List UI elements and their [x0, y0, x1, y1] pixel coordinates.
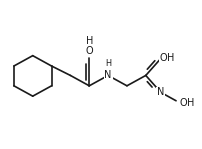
Text: N: N	[156, 87, 164, 97]
Text: O: O	[159, 53, 167, 63]
Text: H: H	[104, 59, 111, 67]
Text: H: H	[186, 98, 193, 108]
Text: H: H	[167, 53, 174, 63]
Text: N: N	[104, 70, 111, 80]
Text: O: O	[85, 46, 93, 56]
Text: H: H	[85, 36, 93, 46]
Text: O: O	[178, 98, 186, 108]
